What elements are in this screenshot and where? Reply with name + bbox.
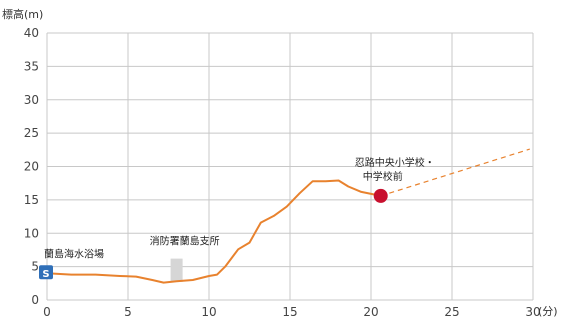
y-tick-label: 40	[24, 26, 39, 40]
start-marker-label: S	[42, 269, 49, 280]
y-tick-label: 15	[24, 193, 39, 207]
x-tick-label: 25	[444, 305, 459, 319]
y-tick-label: 10	[24, 226, 39, 240]
y-tick-label: 5	[31, 260, 39, 274]
x-tick-label: 0	[43, 305, 51, 319]
x-tick-label: 5	[124, 305, 132, 319]
x-tick-label: 10	[201, 305, 216, 319]
grid	[46, 32, 534, 301]
x-axis-title: (分)	[538, 305, 558, 318]
y-tick-label: 35	[24, 59, 39, 73]
start-marker: S	[39, 265, 53, 280]
x-axis-ticks: 0 5 10 15 20 25 30	[43, 305, 540, 319]
x-tick-label: 20	[363, 305, 378, 319]
y-axis-ticks: 0 5 10 15 20 25 30 35 40	[24, 26, 39, 307]
annotation-destination-line2: 中学校前	[363, 170, 403, 183]
series-line	[46, 179, 381, 284]
y-tick-label: 30	[24, 93, 39, 107]
start-marker-box	[39, 265, 53, 280]
y-tick-label: 0	[31, 293, 39, 307]
annotation-start: 蘭島海水浴場	[44, 247, 104, 260]
y-tick-label: 20	[24, 160, 39, 174]
y-axis-title: 標高(m)	[2, 7, 43, 21]
y-tick-label: 25	[24, 126, 39, 140]
series-line-planned	[380, 148, 530, 197]
series	[46, 148, 530, 284]
x-tick-label: 15	[282, 305, 297, 319]
fire-station-marker	[170, 258, 183, 282]
annotation-destination-line1: 忍路中央小学校・	[355, 156, 435, 169]
destination-marker	[373, 188, 388, 203]
x-tick-label: 30	[525, 305, 540, 319]
annotation-fire-station: 消防署蘭島支所	[150, 235, 220, 248]
